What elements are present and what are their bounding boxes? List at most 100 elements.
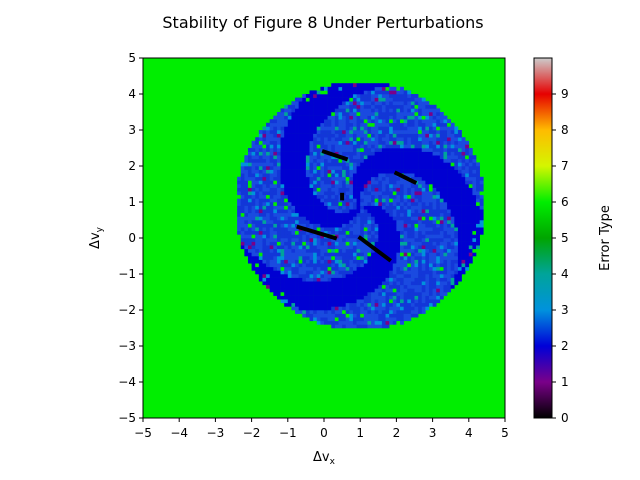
heatmap-cell — [331, 238, 336, 242]
heatmap-cell — [457, 209, 462, 214]
heatmap-cell — [280, 277, 285, 282]
heatmap-cell — [309, 104, 314, 109]
heatmap-cell — [436, 220, 441, 224]
heatmap-cell — [425, 119, 430, 124]
heatmap-cell — [327, 281, 332, 286]
heatmap-cell — [425, 256, 430, 260]
heatmap-cell — [457, 162, 462, 167]
heatmap-cell — [316, 97, 321, 102]
heatmap-cell — [410, 166, 415, 170]
heatmap-cell — [266, 144, 270, 149]
heatmap-cell — [363, 216, 368, 221]
heatmap-cell — [472, 234, 477, 239]
heatmap-cell — [316, 256, 321, 260]
heatmap-cell — [345, 158, 350, 163]
heatmap-cell — [392, 223, 397, 228]
heatmap-cell — [389, 97, 394, 102]
heatmap-cell — [428, 180, 433, 185]
heatmap-cell — [273, 241, 278, 246]
heatmap-cell — [389, 166, 394, 170]
heatmap-cell — [316, 292, 321, 296]
heatmap-cell — [378, 151, 383, 156]
heatmap-cell — [367, 169, 372, 174]
heatmap-cell — [334, 101, 339, 106]
heatmap-cell — [392, 194, 397, 199]
heatmap-cell — [266, 155, 270, 160]
heatmap-cell — [472, 162, 477, 167]
heatmap-cell — [425, 270, 430, 275]
heatmap-cell — [381, 248, 386, 253]
heatmap-cell — [414, 234, 419, 239]
heatmap-cell — [345, 155, 350, 160]
heatmap-cell — [349, 169, 354, 174]
heatmap-cell — [349, 288, 354, 293]
heatmap-cell — [472, 187, 477, 192]
colorbar-tick-label: 6 — [561, 195, 569, 209]
heatmap-cell — [356, 162, 361, 167]
heatmap-cell — [428, 220, 433, 224]
heatmap-cell — [428, 144, 433, 149]
heatmap-cell — [287, 263, 292, 268]
heatmap-cell — [345, 310, 350, 314]
heatmap-cell — [334, 256, 339, 260]
heatmap-cell — [465, 155, 470, 160]
heatmap-cell — [371, 169, 375, 174]
heatmap-cell — [338, 122, 343, 127]
heatmap-cell — [327, 317, 332, 322]
heatmap-cell — [298, 194, 303, 199]
heatmap-cell — [468, 248, 473, 253]
heatmap-cell — [320, 137, 325, 142]
heatmap-cell — [349, 187, 354, 192]
heatmap-cell — [298, 158, 303, 163]
heatmap-cell — [396, 241, 401, 246]
heatmap-cell — [457, 227, 462, 232]
heatmap-cell — [432, 252, 437, 257]
heatmap-cell — [439, 126, 444, 131]
heatmap-cell — [461, 198, 466, 203]
heatmap-cell — [345, 292, 350, 296]
heatmap-cell — [266, 148, 270, 152]
heatmap-cell — [428, 299, 433, 304]
heatmap-cell — [345, 281, 350, 286]
heatmap-cell — [410, 223, 415, 228]
heatmap-cell — [360, 202, 365, 206]
heatmap-cell — [298, 263, 303, 268]
heatmap-cell — [428, 112, 433, 116]
heatmap-cell — [284, 194, 289, 199]
heatmap-cell — [240, 162, 245, 167]
heatmap-cell — [389, 241, 394, 246]
heatmap-cell — [244, 212, 249, 217]
heatmap-cell — [356, 83, 361, 88]
heatmap-cell — [287, 277, 292, 282]
heatmap-cell — [309, 169, 314, 174]
heatmap-cell — [360, 310, 365, 314]
heatmap-cell — [443, 252, 448, 257]
heatmap-cell — [385, 299, 390, 304]
heatmap-cell — [269, 277, 274, 282]
heatmap-cell — [276, 155, 281, 160]
heatmap-cell — [338, 209, 343, 214]
heatmap-cell — [305, 144, 310, 149]
heatmap-cell — [356, 198, 361, 203]
heatmap-cell — [258, 248, 263, 253]
heatmap-cell — [389, 223, 394, 228]
heatmap-cell — [316, 198, 321, 203]
heatmap-cell — [443, 137, 448, 142]
heatmap-cell — [476, 198, 480, 203]
heatmap-cell — [381, 101, 386, 106]
heatmap-cell — [352, 166, 357, 170]
heatmap-cell — [450, 180, 455, 185]
heatmap-cell — [371, 187, 375, 192]
heatmap-cell — [295, 151, 299, 156]
heatmap-cell — [352, 126, 357, 131]
heatmap-cell — [367, 295, 372, 300]
heatmap-cell — [309, 288, 314, 293]
heatmap-cell — [396, 148, 401, 152]
heatmap-cell — [258, 137, 263, 142]
heatmap-cell — [443, 158, 448, 163]
heatmap-cell — [432, 230, 437, 235]
heatmap-cell — [247, 166, 252, 170]
heatmap-cell — [247, 212, 252, 217]
heatmap-cell — [439, 252, 444, 257]
heatmap-cell — [418, 310, 423, 314]
